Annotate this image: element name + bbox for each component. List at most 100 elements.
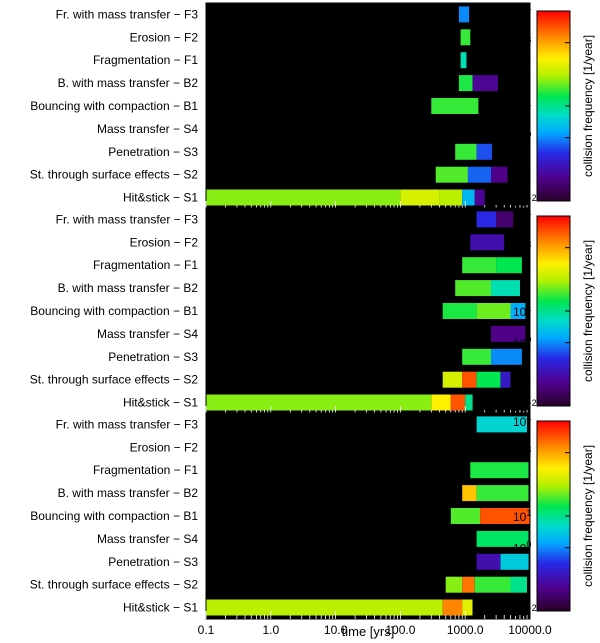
segment-b-3-1 bbox=[491, 280, 520, 297]
segment-c-8-3 bbox=[462, 189, 475, 206]
segment-b-7-1 bbox=[462, 371, 477, 388]
segment-a-7-3 bbox=[510, 576, 527, 593]
segment-b-4-1 bbox=[476, 303, 511, 319]
segment-a-6-1 bbox=[500, 553, 529, 570]
segment-b-7-3 bbox=[500, 371, 511, 388]
colorbar-tick-label-b-0: 104 bbox=[513, 208, 531, 224]
row-label-a-4: Bouncing with compaction − B1 bbox=[30, 509, 198, 523]
segment-b-0-0 bbox=[476, 211, 497, 228]
colorbar-c bbox=[536, 10, 571, 202]
x-tick-label: 1000.0 bbox=[447, 623, 484, 637]
colorbar-tick-label-a-0: 104 bbox=[513, 413, 531, 429]
panel-label-a: a. bbox=[234, 426, 248, 445]
colorbar-tick-label-a-4: 10−2 bbox=[513, 603, 537, 619]
segment-a-4-0 bbox=[450, 508, 481, 524]
row-label-c-0: Fr. with mass transfer − F3 bbox=[56, 7, 199, 21]
segment-c-4-0 bbox=[431, 98, 479, 114]
segment-a-8-0 bbox=[206, 599, 443, 616]
x-tick-label: 0.1 bbox=[198, 623, 215, 637]
x-tick-label: 10000.0 bbox=[508, 623, 552, 637]
row-label-c-5: Mass transfer − S4 bbox=[97, 122, 198, 136]
segment-a-7-1 bbox=[462, 576, 475, 593]
colorbar-tick-label-b-4: 10−2 bbox=[513, 398, 537, 414]
segment-b-8-3 bbox=[465, 394, 473, 411]
panel-label-c: c. bbox=[234, 16, 247, 35]
row-label-c-1: Erosion − F2 bbox=[130, 30, 199, 44]
segment-b-4-0 bbox=[442, 303, 477, 319]
colorbar-tick-label-b-2: 101 bbox=[513, 303, 531, 319]
colorbar-tick-label-a-3: 100 bbox=[513, 540, 531, 556]
row-label-b-3: B. with mass transfer − B2 bbox=[58, 281, 199, 295]
segment-a-4-1 bbox=[480, 508, 530, 524]
row-label-b-8: Hit&stick − S1 bbox=[123, 396, 198, 410]
segment-c-7-2 bbox=[491, 166, 508, 183]
segment-b-2-1 bbox=[496, 257, 522, 274]
colorbar-tick-label-c-4: 10−2 bbox=[513, 193, 537, 209]
colorbar-tick-label-c-1: 103 bbox=[513, 35, 531, 51]
panel-a: a. Fr. with mass transfer − F3 Erosion − F… bbox=[30, 412, 595, 620]
colorbar-label-a: collision frequency [1/year] bbox=[581, 445, 595, 587]
segment-c-3-1 bbox=[472, 75, 498, 92]
segment-c-8-2 bbox=[439, 189, 463, 206]
segment-b-2-0 bbox=[462, 257, 497, 274]
segment-c-2-0 bbox=[460, 52, 467, 69]
row-label-c-6: Penetration − S3 bbox=[108, 145, 198, 159]
segment-c-7-1 bbox=[467, 166, 491, 183]
segment-b-4-2 bbox=[510, 303, 526, 319]
x-tick-label: 10.0 bbox=[324, 623, 348, 637]
row-label-c-8: Hit&stick − S1 bbox=[123, 191, 198, 205]
row-label-b-0: Fr. with mass transfer − F3 bbox=[56, 212, 199, 226]
segment-c-3-0 bbox=[458, 75, 473, 92]
segment-c-6-0 bbox=[455, 143, 477, 160]
colorbar-tick-label-a-1: 103 bbox=[513, 445, 531, 461]
x-tick-label: 1.0 bbox=[262, 623, 279, 637]
segment-b-5-0 bbox=[491, 325, 526, 342]
segment-c-8-4 bbox=[474, 189, 485, 206]
segment-c-7-0 bbox=[435, 166, 468, 183]
segment-a-8-2 bbox=[462, 599, 473, 616]
row-label-b-2: Fragmentation − F1 bbox=[93, 258, 198, 272]
segment-a-7-0 bbox=[445, 576, 463, 593]
row-label-a-8: Hit&stick − S1 bbox=[123, 601, 198, 615]
segment-b-0-1 bbox=[496, 211, 514, 228]
colorbar-tick-label-c-0: 104 bbox=[513, 3, 531, 19]
segment-b-6-0 bbox=[462, 348, 491, 365]
row-label-b-7: St. through surface effects − S2 bbox=[30, 373, 199, 387]
row-label-a-0: Fr. with mass transfer − F3 bbox=[56, 417, 199, 431]
colorbar-tick-label-c-2: 101 bbox=[513, 98, 531, 114]
segment-c-8-0 bbox=[206, 189, 401, 206]
colorbar-tick-label-c-3: 100 bbox=[513, 130, 531, 146]
segment-a-5-0 bbox=[476, 530, 529, 547]
segment-a-8-1 bbox=[442, 599, 463, 616]
panel-b: b. Fr. with mass transfer − F3 Erosion − F… bbox=[30, 207, 595, 415]
segment-a-3-0 bbox=[462, 485, 477, 502]
colorbar-b bbox=[536, 215, 571, 407]
row-label-c-4: Bouncing with compaction − B1 bbox=[30, 99, 198, 113]
row-label-b-5: Mass transfer − S4 bbox=[97, 327, 198, 341]
x-axis-label: time [yrs] bbox=[342, 624, 395, 639]
x-tick-label: 100.0 bbox=[385, 623, 415, 637]
row-label-a-7: St. through surface effects − S2 bbox=[30, 578, 199, 592]
row-label-a-2: Fragmentation − F1 bbox=[93, 463, 198, 477]
panel-c: c. Fr. with mass transfer − F3 Erosion − F… bbox=[30, 2, 595, 210]
colorbar-a bbox=[536, 420, 571, 612]
segment-a-3-1 bbox=[476, 485, 529, 502]
segment-c-0-0 bbox=[458, 6, 470, 23]
colorbar-tick-label-a-2: 101 bbox=[513, 508, 531, 524]
colorbar-tick-label-b-1: 103 bbox=[513, 240, 531, 256]
row-label-a-5: Mass transfer − S4 bbox=[97, 532, 198, 546]
panel-label-b: b. bbox=[234, 221, 248, 240]
row-label-a-6: Penetration − S3 bbox=[108, 555, 198, 569]
colorbar-label-b: collision frequency [1/year] bbox=[581, 240, 595, 382]
segment-a-6-0 bbox=[476, 553, 501, 570]
row-label-c-3: B. with mass transfer − B2 bbox=[58, 76, 199, 90]
segment-a-7-2 bbox=[474, 576, 511, 593]
segment-b-8-2 bbox=[450, 394, 466, 411]
row-label-c-7: St. through surface effects − S2 bbox=[30, 168, 199, 182]
row-label-b-1: Erosion − F2 bbox=[130, 235, 199, 249]
row-label-c-2: Fragmentation − F1 bbox=[93, 53, 198, 67]
segment-a-0-0 bbox=[476, 416, 527, 433]
segment-b-8-0 bbox=[206, 394, 432, 411]
segment-b-7-0 bbox=[442, 371, 463, 388]
row-label-a-3: B. with mass transfer − B2 bbox=[58, 486, 199, 500]
